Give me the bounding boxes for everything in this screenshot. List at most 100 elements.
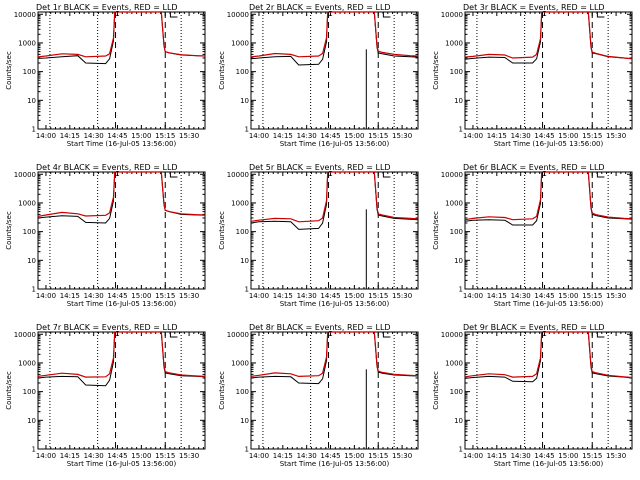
plot-area bbox=[465, 332, 632, 449]
x-tick-label: 15:15 bbox=[155, 452, 175, 460]
x-axis-label: Start Time (16-Jul-05 13:56:00) bbox=[494, 300, 604, 308]
x-tick-label: 15:00 bbox=[558, 292, 578, 300]
x-tick-label: 15:15 bbox=[368, 292, 388, 300]
y-tick-label: 1000 bbox=[231, 39, 249, 47]
x-axis-label: Start Time (16-Jul-05 13:56:00) bbox=[494, 140, 604, 148]
y-axis-label: Counts/sec bbox=[432, 371, 440, 410]
plot-area bbox=[38, 172, 205, 289]
lld-series-line bbox=[38, 172, 205, 217]
bracket-marker bbox=[382, 332, 391, 338]
lld-series-line bbox=[251, 332, 418, 378]
marker-c-label: C bbox=[542, 10, 547, 18]
lld-series-line bbox=[38, 332, 205, 378]
x-tick-label: 15:30 bbox=[606, 292, 626, 300]
x-tick-label: 14:30 bbox=[297, 292, 317, 300]
y-tick-label: 1 bbox=[245, 126, 249, 134]
x-tick-label: 14:15 bbox=[60, 292, 80, 300]
y-tick-label: 10 bbox=[240, 97, 249, 105]
x-tick-label: 14:30 bbox=[84, 132, 104, 140]
y-tick-label: 100 bbox=[23, 388, 36, 396]
events-series-line bbox=[251, 172, 418, 230]
y-axis-label: Counts/sec bbox=[218, 211, 226, 250]
y-tick-label: 10000 bbox=[227, 11, 249, 19]
detector-panel: Det 8r BLACK = Events, RED = LLD 1 10 100 10… bbox=[218, 323, 419, 468]
x-tick-label: 15:15 bbox=[582, 132, 602, 140]
detector-panel: Det 4r BLACK = Events, RED = LLD 1 10 100 10… bbox=[5, 163, 206, 308]
x-tick-label: 15:15 bbox=[155, 132, 175, 140]
lld-series-line bbox=[465, 12, 632, 60]
x-tick-label: 14:30 bbox=[297, 132, 317, 140]
plot-frame bbox=[250, 11, 419, 130]
x-tick-label: 15:15 bbox=[582, 452, 602, 460]
x-tick-label: 15:00 bbox=[344, 132, 364, 140]
plot-frame bbox=[464, 171, 633, 290]
x-tick-label: 14:15 bbox=[487, 452, 507, 460]
y-axis-label: Counts/sec bbox=[218, 371, 226, 410]
y-tick-label: 100 bbox=[450, 228, 463, 236]
x-tick-label: 14:30 bbox=[84, 452, 104, 460]
plot-frame bbox=[37, 171, 206, 290]
plot-area bbox=[465, 12, 632, 129]
plot-frame bbox=[250, 331, 419, 450]
x-tick-label: 14:45 bbox=[107, 292, 127, 300]
y-tick-label: 10 bbox=[27, 417, 36, 425]
marker-c-label: C bbox=[328, 330, 333, 338]
x-axis-label: Start Time (16-Jul-05 13:56:00) bbox=[67, 300, 177, 308]
x-tick-label: 14:00 bbox=[36, 292, 56, 300]
plot-area bbox=[251, 12, 418, 129]
y-tick-label: 10000 bbox=[227, 331, 249, 339]
x-tick-label: 14:15 bbox=[273, 292, 293, 300]
marker-c-label: C bbox=[542, 170, 547, 178]
x-tick-label: 15:00 bbox=[131, 452, 151, 460]
y-axis-label: Counts/sec bbox=[5, 371, 13, 410]
y-tick-label: 10 bbox=[240, 417, 249, 425]
x-tick-label: 14:30 bbox=[511, 292, 531, 300]
x-axis-label: Start Time (16-Jul-05 13:56:00) bbox=[67, 460, 177, 468]
x-tick-label: 15:30 bbox=[392, 132, 412, 140]
y-tick-label: 10000 bbox=[14, 11, 36, 19]
x-tick-label: 14:45 bbox=[534, 132, 554, 140]
bracket-marker bbox=[382, 172, 391, 178]
detector-panel: Det 3r BLACK = Events, RED = LLD 1 10 100 10… bbox=[432, 3, 633, 148]
x-tick-label: 14:00 bbox=[463, 292, 483, 300]
detector-panel: Det 6r BLACK = Events, RED = LLD 1 10 100 10… bbox=[432, 163, 633, 308]
panel-title: Det 9r BLACK = Events, RED = LLD bbox=[463, 323, 605, 332]
marker-c-label: C bbox=[328, 170, 333, 178]
plot-frame bbox=[464, 331, 633, 450]
y-axis-label: Counts/sec bbox=[5, 211, 13, 250]
plot-area bbox=[465, 172, 632, 289]
x-tick-label: 14:45 bbox=[320, 292, 340, 300]
x-tick-label: 14:30 bbox=[511, 452, 531, 460]
bracket-marker bbox=[596, 172, 605, 178]
y-tick-label: 100 bbox=[236, 68, 249, 76]
panel-title: Det 7r BLACK = Events, RED = LLD bbox=[36, 323, 178, 332]
detector-panel: Det 9r BLACK = Events, RED = LLD 1 10 100 10… bbox=[432, 323, 633, 468]
plot-frame bbox=[250, 171, 419, 290]
y-tick-label: 10 bbox=[454, 97, 463, 105]
y-tick-label: 1000 bbox=[18, 359, 36, 367]
y-tick-label: 1 bbox=[459, 126, 463, 134]
x-tick-label: 15:15 bbox=[368, 452, 388, 460]
y-tick-label: 10000 bbox=[227, 171, 249, 179]
y-tick-label: 10000 bbox=[441, 11, 463, 19]
y-tick-label: 1000 bbox=[231, 199, 249, 207]
y-tick-label: 1 bbox=[245, 446, 249, 454]
plot-frame bbox=[37, 11, 206, 130]
plot-area bbox=[38, 332, 205, 449]
y-tick-label: 10000 bbox=[441, 331, 463, 339]
panel-title: Det 2r BLACK = Events, RED = LLD bbox=[249, 3, 391, 12]
detector-panel: Det 1r BLACK = Events, RED = LLD 1 10 100 10… bbox=[5, 3, 206, 148]
plot-frame bbox=[464, 11, 633, 130]
x-tick-label: 15:15 bbox=[368, 132, 388, 140]
y-tick-label: 1 bbox=[32, 126, 36, 134]
y-tick-label: 10 bbox=[454, 257, 463, 265]
x-tick-label: 14:15 bbox=[273, 132, 293, 140]
y-tick-label: 1000 bbox=[231, 359, 249, 367]
y-tick-label: 100 bbox=[23, 228, 36, 236]
marker-c-label: C bbox=[328, 10, 333, 18]
x-tick-label: 14:00 bbox=[249, 452, 269, 460]
x-tick-label: 14:15 bbox=[60, 132, 80, 140]
x-tick-label: 14:00 bbox=[36, 452, 56, 460]
x-tick-label: 14:45 bbox=[107, 132, 127, 140]
